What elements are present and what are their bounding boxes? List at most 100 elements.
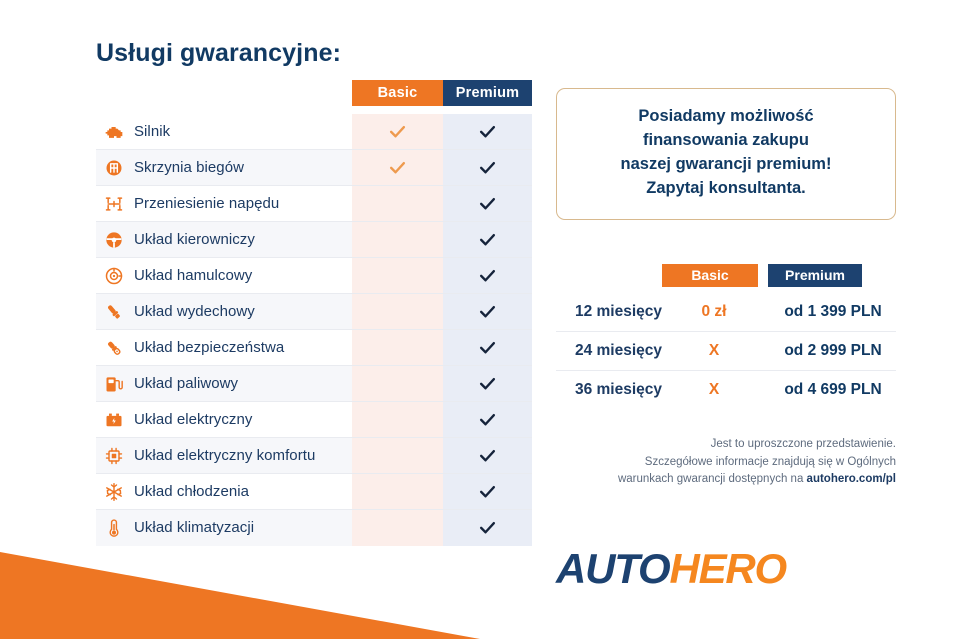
pricing-header-spacer: [556, 264, 662, 287]
table-row: Układ hamulcowy: [96, 258, 532, 294]
pricing-premium-value: od 1 399 PLN: [784, 303, 882, 321]
service-label: Skrzynia biegów: [134, 159, 244, 176]
page-title: Usługi gwarancyjne:: [96, 39, 342, 67]
table-row: Układ paliwowy: [96, 365, 532, 402]
table-row: Układ wydechowy: [96, 293, 532, 330]
premium-availability-cell: [443, 302, 532, 321]
premium-availability-cell: [443, 410, 532, 429]
pricing-term: 24 miesięcy: [574, 342, 662, 360]
engine-icon: [96, 122, 132, 142]
premium-availability-cell: [443, 122, 532, 141]
orange-diagonal-decoration: [0, 552, 480, 639]
financing-line-4: Zapytaj konsultanta.: [646, 178, 806, 197]
financing-line-3: naszej gwarancji premium!: [620, 154, 832, 173]
pricing-header-premium: Premium: [768, 263, 862, 287]
table-row: Układ elektryczny komfortu: [96, 437, 532, 474]
row-tint: [96, 293, 352, 330]
logo-auto-text: AUTO: [556, 545, 671, 592]
row-tint: [96, 365, 352, 402]
service-label: Przeniesienie napędu: [134, 195, 280, 212]
pricing-term: 12 miesięcy: [574, 303, 662, 321]
pricing-table-header: Basic Premium: [556, 263, 896, 287]
column-header-premium: Premium: [443, 79, 532, 106]
table-row: Silnik: [96, 114, 532, 150]
row-tint: [96, 221, 352, 258]
premium-availability-cell: [443, 230, 532, 249]
premium-availability-cell: [443, 266, 532, 285]
services-table: Basic Premium Silnik Skrzynia biegów Przen…: [96, 79, 532, 546]
services-table-header: Basic Premium: [96, 79, 532, 106]
seatbelt-icon: [96, 338, 132, 358]
table-row: Układ bezpieczeństwa: [96, 330, 532, 366]
steering-wheel-icon: [96, 230, 132, 250]
premium-availability-cell: [443, 482, 532, 501]
premium-availability-cell: [443, 446, 532, 465]
chip-icon: [96, 446, 132, 466]
exhaust-icon: [96, 302, 132, 322]
service-label: Układ elektryczny: [134, 411, 253, 428]
premium-availability-cell: [443, 374, 532, 393]
battery-icon: [96, 410, 132, 430]
pricing-basic-value: X: [708, 381, 720, 399]
pricing-header-basic: Basic: [662, 263, 758, 287]
disclaimer-text: Jest to uproszczone przedstawienie. Szcz…: [556, 436, 896, 489]
service-label: Układ kierowniczy: [134, 231, 255, 248]
disclaimer-line-3-prefix: warunkach gwarancji dostępnych na: [617, 473, 807, 486]
warranty-services-panel: Usługi gwarancyjne: Basic Premium Silnik…: [96, 39, 536, 546]
service-label: Układ wydechowy: [134, 303, 255, 320]
premium-availability-cell: [443, 158, 532, 177]
premium-availability-cell: [443, 338, 532, 357]
premium-column-band: [443, 113, 532, 546]
disclaimer-line-3: warunkach gwarancji dostępnych na autohe…: [556, 471, 896, 489]
autohero-website-link[interactable]: autohero.com/pl: [806, 473, 896, 486]
pricing-premium-value: od 4 699 PLN: [784, 381, 882, 399]
financing-callout-box: Posiadamy możliwość finansowania zakupu …: [556, 88, 896, 220]
table-row: Układ elektryczny: [96, 402, 532, 438]
row-tint: [96, 437, 352, 474]
row-tint: [96, 149, 352, 186]
service-label: Układ bezpieczeństwa: [134, 339, 285, 356]
pricing-basic-value: 0 zł: [701, 303, 727, 321]
basic-column-band: [352, 113, 443, 546]
service-label: Układ klimatyzacji: [134, 519, 255, 536]
pricing-row: 12 miesięcy 0 zł od 1 399 PLN: [556, 293, 896, 332]
service-label: Układ hamulcowy: [134, 267, 253, 284]
table-row: Przeniesienie napędu: [96, 186, 532, 222]
thermometer-icon: [96, 518, 132, 538]
pricing-header-gap: [758, 264, 768, 287]
pricing-term: 36 miesięcy: [574, 381, 662, 399]
financing-line-1: Posiadamy możliwość: [638, 107, 814, 125]
table-row: Skrzynia biegów: [96, 149, 532, 186]
gearbox-icon: [96, 158, 132, 178]
premium-availability-cell: [443, 518, 532, 537]
pricing-premium-value: od 2 999 PLN: [784, 342, 882, 360]
pricing-basic-value: X: [708, 342, 720, 360]
disclaimer-line-2: Szczegółowe informacje znajdują się w Og…: [644, 455, 896, 468]
logo-hero-text: HERO: [669, 545, 787, 592]
basic-availability-cell: [352, 158, 443, 177]
financing-line-2: finansowania zakupu: [643, 130, 809, 149]
table-row: Układ chłodzenia: [96, 474, 532, 510]
row-tint: [96, 509, 352, 546]
table-row: Układ kierowniczy: [96, 221, 532, 258]
snowflake-icon: [96, 482, 132, 502]
header-spacer: [96, 80, 352, 106]
premium-availability-cell: [443, 194, 532, 213]
pricing-table: Basic Premium 12 miesięcy 0 zł od 1 399 PL…: [556, 263, 896, 410]
right-panel: Posiadamy możliwość finansowania zakupu …: [556, 40, 896, 489]
services-row-list: Silnik Skrzynia biegów Przeniesienie napęd…: [96, 106, 532, 546]
service-label: Silnik: [134, 123, 171, 140]
table-row: Układ klimatyzacji: [96, 509, 532, 546]
service-label: Układ elektryczny komfortu: [134, 447, 316, 464]
basic-availability-cell: [352, 122, 443, 141]
autohero-logo: AUTOHERO: [556, 545, 787, 592]
disclaimer-line-1: Jest to uproszczone przedstawienie.: [710, 437, 896, 450]
brake-disc-icon: [96, 266, 132, 286]
column-header-basic: Basic: [352, 79, 443, 106]
fuel-pump-icon: [96, 374, 132, 394]
drivetrain-icon: [96, 194, 132, 214]
service-label: Układ paliwowy: [134, 375, 239, 392]
